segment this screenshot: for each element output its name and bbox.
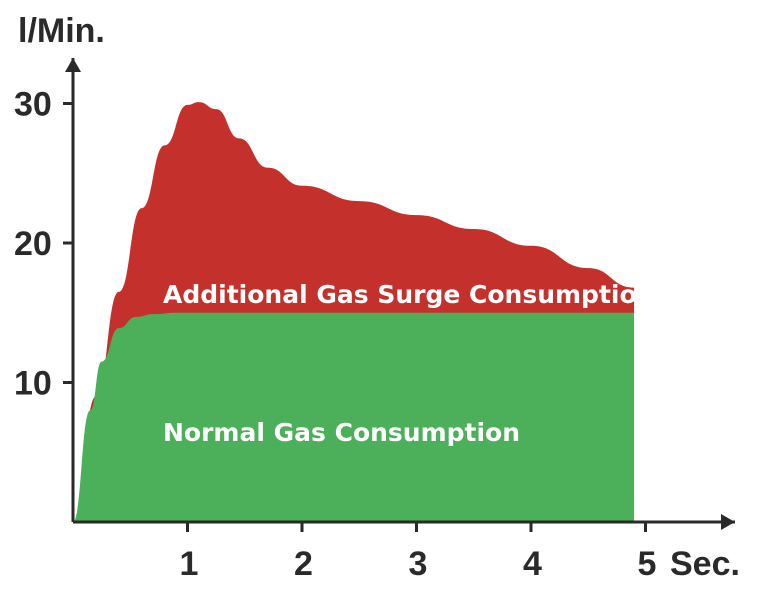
y-axis-label: l/Min. <box>18 12 105 50</box>
y-tick-label-20: 20 <box>14 225 52 263</box>
x-tick-label-4: 4 <box>523 545 542 583</box>
areas-layer <box>73 102 635 522</box>
series-label-normal: Normal Gas Consumption <box>163 418 520 447</box>
x-tick-label-3: 3 <box>409 545 428 583</box>
series-label-additional: Additional Gas Surge Consumption <box>163 280 654 309</box>
x-axis-arrow <box>721 514 735 530</box>
y-tick-label-30: 30 <box>14 86 52 124</box>
labels-layer: 1 2 3 4 5 10 20 30 <box>14 86 656 584</box>
x-tick-label-5: 5 <box>638 545 657 583</box>
normal-area <box>73 312 635 522</box>
x-tick-label-1: 1 <box>180 545 199 583</box>
y-axis-arrow <box>65 58 81 72</box>
x-tick-label-2: 2 <box>294 545 313 583</box>
y-tick-label-10: 10 <box>14 365 52 403</box>
ticks-layer <box>63 102 647 532</box>
x-axis-label: Sec. <box>670 545 740 583</box>
